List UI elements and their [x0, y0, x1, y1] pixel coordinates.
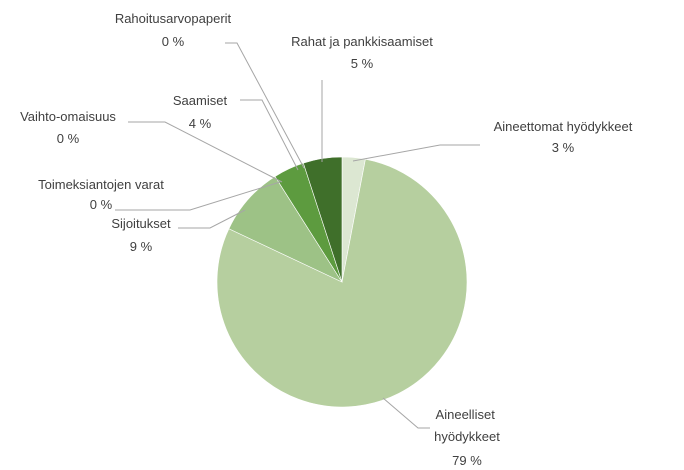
label-toimeksiantojen-value: 0 %	[90, 197, 113, 212]
label-sijoitukset-value: 9 %	[130, 239, 153, 254]
label-rahoitus-value: 0 %	[162, 34, 185, 49]
leader-lines	[115, 42, 480, 429]
label-aineettomat-value: 3 %	[552, 140, 575, 155]
label-rahoitus-name: Rahoitusarvopaperit	[115, 11, 232, 26]
label-aineettomat-name: Aineettomat hyödykkeet	[494, 119, 633, 134]
label-aineelliset-value: 79 %	[452, 453, 482, 468]
leader-line-vaihto	[128, 121, 283, 183]
label-sijoitukset-name: Sijoitukset	[111, 216, 171, 231]
pie-slices	[216, 156, 468, 408]
label-saamiset-value: 4 %	[189, 116, 212, 131]
label-rahat-value: 5 %	[351, 56, 374, 71]
leader-line-aineelliset	[382, 397, 430, 429]
label-aineelliset-name: Aineelliset hyödykkeet	[434, 407, 500, 444]
leader-line-sijoitukset	[178, 209, 246, 229]
leader-line-aineettomat	[352, 144, 480, 162]
leader-line-saamiset	[240, 99, 299, 171]
label-toimeksiantojen-name: Toimeksiantojen varat	[38, 177, 164, 192]
label-aineelliset-line-1: Aineelliset	[436, 407, 496, 422]
leader-line-rahoitus	[225, 42, 305, 169]
label-rahat-name: Rahat ja pankkisaamiset	[291, 34, 433, 49]
data-labels: Aineettomat hyödykkeet 3 % Aineelliset h…	[20, 11, 633, 468]
label-vaihto-value: 0 %	[57, 131, 80, 146]
label-saamiset-name: Saamiset	[173, 93, 228, 108]
label-aineelliset-line-2: hyödykkeet	[434, 429, 500, 444]
leader-line-toimeksiantojen	[115, 181, 281, 211]
pie-slice-aineelliset-hy-dykkeet	[216, 158, 468, 408]
label-vaihto-name: Vaihto-omaisuus	[20, 109, 116, 124]
